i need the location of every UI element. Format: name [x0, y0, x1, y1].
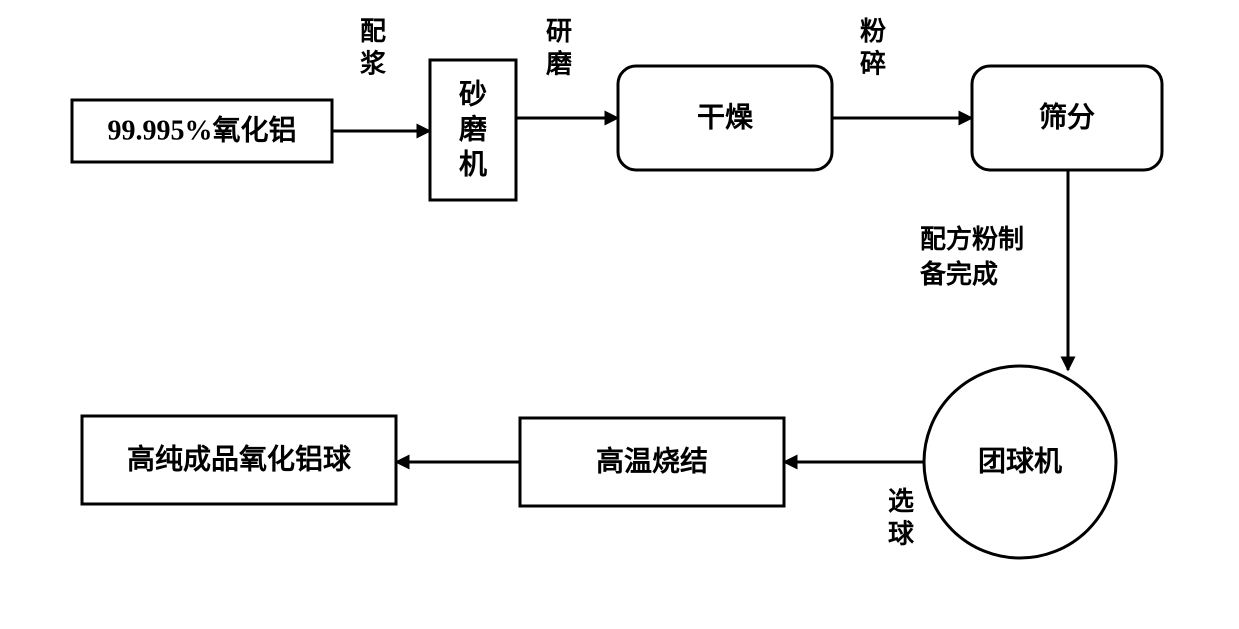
edge-label-1: 研: [546, 17, 572, 46]
node-n2-label: 磨: [459, 114, 487, 146]
node-n1-label: 99.995%氧化铝: [107, 115, 296, 147]
edge-n5-n6: 选球: [784, 462, 924, 549]
edge-label-0: 配: [360, 17, 386, 46]
edge-label-2: 碎: [860, 50, 886, 79]
edge-label-3: 备完成: [919, 259, 998, 289]
node-n3: 干燥: [618, 66, 832, 170]
node-n2-label: 砂: [459, 79, 487, 111]
node-n4: 筛分: [972, 66, 1162, 170]
node-n3-label: 干燥: [697, 102, 754, 134]
edge-n3-n4: 粉碎: [832, 17, 972, 118]
node-n7-label: 高纯成品氧化铝球: [127, 444, 352, 476]
node-n4-label: 筛分: [1039, 101, 1095, 134]
edge-label-1: 磨: [546, 50, 572, 79]
node-n2: 砂磨机: [430, 60, 516, 200]
node-n5-label: 团球机: [978, 446, 1062, 478]
edge-label-4: 球: [888, 520, 915, 549]
edge-label-2: 粉: [860, 17, 886, 46]
node-n1: 99.995%氧化铝: [72, 100, 332, 162]
node-n2-label: 机: [459, 149, 487, 181]
edge-label-4: 选: [888, 487, 914, 516]
edge-label-3: 配方粉制: [920, 224, 1024, 254]
node-n6-label: 高温烧结: [596, 446, 708, 478]
node-n5: 团球机: [924, 366, 1116, 558]
node-n7: 高纯成品氧化铝球: [82, 416, 396, 504]
edge-n1-n2: 配浆: [332, 17, 430, 131]
node-n6: 高温烧结: [520, 418, 784, 506]
edge-n4-n5: 配方粉制备完成: [919, 170, 1068, 370]
edge-label-0: 浆: [360, 49, 387, 79]
edge-n2-n3: 研磨: [516, 17, 618, 118]
